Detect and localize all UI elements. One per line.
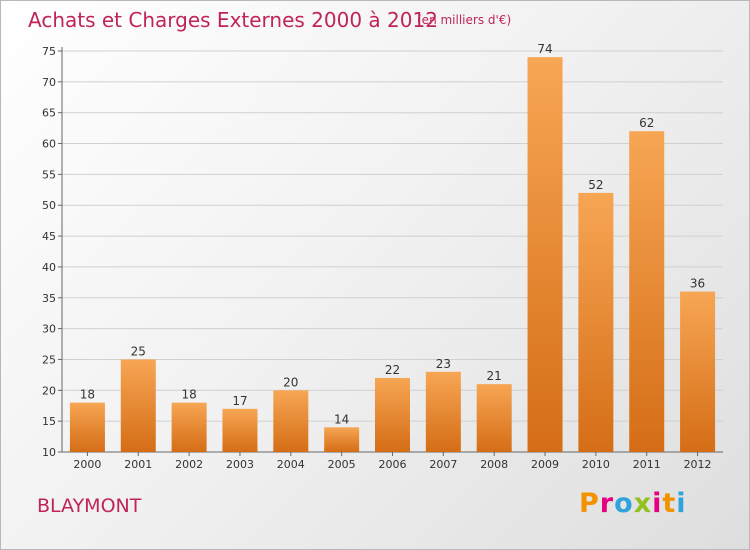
bar bbox=[476, 384, 512, 452]
x-tick-label: 2002 bbox=[175, 458, 203, 471]
y-tick-label: 60 bbox=[42, 138, 56, 151]
y-tick-label: 25 bbox=[42, 353, 56, 366]
x-tick-label: 2006 bbox=[379, 458, 407, 471]
logo-letter: r bbox=[599, 488, 615, 519]
bar bbox=[222, 408, 258, 452]
y-tick-label: 65 bbox=[42, 107, 56, 120]
logo-letter: x bbox=[633, 488, 653, 519]
place-name: BLAYMONT bbox=[37, 495, 142, 517]
y-tick-label: 75 bbox=[42, 45, 56, 58]
logo-letter: i bbox=[676, 488, 687, 519]
bar bbox=[273, 390, 309, 452]
bar bbox=[527, 57, 563, 453]
x-tick-label: 2003 bbox=[226, 458, 254, 471]
bar bbox=[120, 359, 156, 452]
y-tick-label: 50 bbox=[42, 199, 56, 212]
x-tick-label: 2001 bbox=[124, 458, 152, 471]
data-label: 74 bbox=[537, 42, 552, 56]
data-label: 62 bbox=[639, 116, 654, 130]
x-tick-label: 2011 bbox=[633, 458, 661, 471]
logo-letter: P bbox=[579, 488, 600, 519]
x-tick-label: 2009 bbox=[531, 458, 559, 471]
y-tick-label: 30 bbox=[42, 323, 56, 336]
chart-subtitle: (en milliers d'€) bbox=[417, 13, 512, 27]
x-tick-label: 2004 bbox=[277, 458, 305, 471]
y-tick-label: 70 bbox=[42, 76, 56, 89]
x-tick-label: 2010 bbox=[582, 458, 610, 471]
bar bbox=[69, 402, 105, 452]
y-tick-label: 35 bbox=[42, 292, 56, 305]
y-tick-label: 40 bbox=[42, 261, 56, 274]
proxiti-logo: Proxiti bbox=[579, 488, 687, 519]
data-label: 18 bbox=[80, 388, 95, 402]
bar bbox=[578, 192, 614, 452]
data-label: 22 bbox=[385, 363, 400, 377]
y-tick-label: 20 bbox=[42, 384, 56, 397]
y-tick-label: 15 bbox=[42, 415, 56, 428]
chart-title: Achats et Charges Externes 2000 à 2012 bbox=[28, 8, 438, 32]
data-label: 14 bbox=[334, 412, 349, 426]
logo-letter: i bbox=[652, 488, 663, 519]
data-label: 25 bbox=[131, 344, 146, 358]
logo-letter: t bbox=[662, 488, 677, 519]
data-label: 21 bbox=[487, 369, 502, 383]
bar bbox=[324, 427, 360, 452]
logo-letter: o bbox=[614, 488, 634, 519]
x-tick-label: 2007 bbox=[429, 458, 457, 471]
data-label: 17 bbox=[232, 394, 247, 408]
y-tick-label: 55 bbox=[42, 168, 56, 181]
bar bbox=[425, 371, 461, 452]
x-tick-label: 2005 bbox=[328, 458, 356, 471]
bar bbox=[171, 402, 207, 452]
y-tick-label: 10 bbox=[42, 446, 56, 459]
data-label: 23 bbox=[436, 357, 451, 371]
data-label: 52 bbox=[588, 178, 603, 192]
x-tick-label: 2000 bbox=[73, 458, 101, 471]
bar bbox=[629, 131, 665, 452]
data-label: 20 bbox=[283, 375, 298, 389]
data-label: 36 bbox=[690, 277, 705, 291]
x-tick-label: 2012 bbox=[684, 458, 712, 471]
x-tick-label: 2008 bbox=[480, 458, 508, 471]
bar bbox=[375, 377, 410, 452]
y-tick-label: 45 bbox=[42, 230, 56, 243]
data-label: 18 bbox=[181, 388, 196, 402]
bar bbox=[680, 291, 716, 452]
